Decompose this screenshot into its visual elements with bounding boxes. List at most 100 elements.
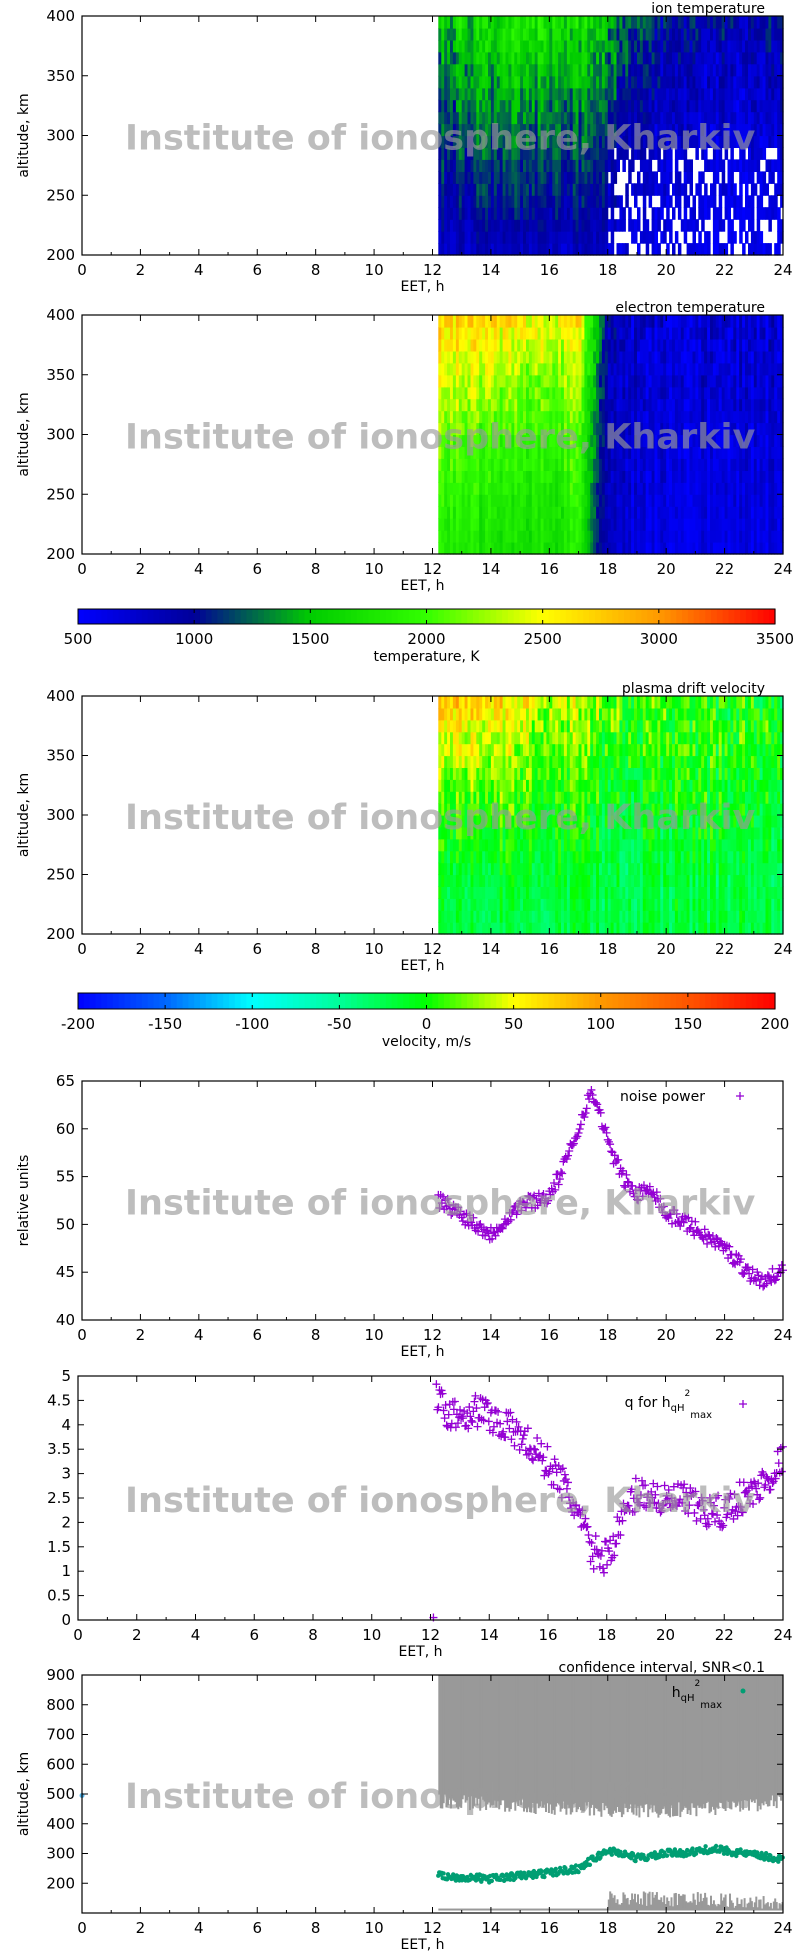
heatmap-cell	[452, 123, 457, 137]
heatmap-cell	[724, 410, 729, 424]
heatmap-cell	[482, 135, 486, 148]
heatmap-cell	[526, 123, 530, 137]
heatmap-cell	[701, 434, 705, 447]
x-tick-label: 20	[657, 560, 676, 578]
heatmap-cell	[587, 135, 591, 148]
heatmap-cell	[601, 315, 606, 328]
heatmap-cell	[482, 374, 486, 388]
heatmap-cell	[762, 75, 767, 89]
heatmap-cell	[441, 446, 445, 459]
heatmap-cell	[686, 458, 691, 471]
heatmap-cell	[759, 530, 764, 543]
heatmap-cell	[441, 171, 445, 184]
heatmap-cell	[490, 75, 495, 89]
heatmap-cell	[467, 28, 471, 41]
heatmap-cell	[715, 243, 720, 256]
heatmap-cell	[607, 530, 612, 543]
heatmap-cell	[452, 99, 457, 113]
heatmap-cell	[730, 434, 734, 447]
heatmap-cell	[482, 362, 486, 376]
heatmap-cell	[771, 75, 775, 89]
colorbar-segment	[531, 609, 538, 624]
heatmap-cell	[599, 398, 603, 412]
heatmap-cell	[479, 231, 483, 244]
heatmap-cell	[473, 87, 477, 101]
heatmap-cell	[590, 207, 594, 220]
heatmap-cell	[552, 338, 556, 352]
heatmap-cell	[566, 530, 571, 543]
heatmap-cell	[616, 338, 620, 352]
heatmap-cell	[549, 410, 553, 424]
heatmap-cell	[581, 123, 585, 137]
heatmap-cell	[488, 362, 492, 376]
heatmap-cell	[677, 123, 682, 137]
heatmap-cell	[704, 159, 708, 172]
heatmap-cell	[452, 755, 457, 768]
heatmap-cell	[634, 398, 638, 412]
heatmap-cell	[473, 75, 477, 89]
heatmap-cell	[768, 542, 772, 555]
heatmap-cell	[765, 159, 769, 172]
heatmap-cell	[482, 28, 486, 41]
heatmap-cell	[458, 111, 463, 125]
heatmap-cell	[625, 243, 629, 256]
heatmap-cell	[563, 123, 568, 137]
heatmap-cell	[765, 434, 769, 447]
heatmap-cell	[467, 327, 471, 340]
heatmap-cell	[458, 850, 463, 864]
heatmap-cell	[756, 398, 761, 412]
heatmap-cell	[531, 243, 536, 256]
heatmap-cell	[715, 494, 720, 507]
heatmap-cell	[666, 123, 670, 137]
heatmap-cell	[607, 195, 612, 208]
heatmap-cell	[578, 135, 582, 148]
heatmap-cell	[642, 458, 647, 471]
heatmap-cell	[444, 446, 448, 459]
heatmap-cell	[701, 63, 705, 77]
heatmap-cell	[613, 63, 618, 77]
heatmap-cell	[499, 219, 504, 232]
heatmap-cell	[485, 338, 489, 352]
heatmap-cell	[762, 147, 767, 160]
heatmap-cell	[642, 171, 647, 184]
heatmap-cell	[438, 63, 442, 77]
heatmap-cell	[558, 39, 562, 53]
heatmap-cell	[637, 39, 641, 53]
heatmap-cell	[438, 315, 442, 328]
heatmap-cell	[514, 243, 518, 256]
heatmap-cell	[493, 315, 498, 328]
heatmap-cell	[768, 123, 772, 137]
heatmap-cell	[441, 350, 445, 364]
heatmap-cell	[654, 171, 658, 184]
heatmap-cell	[558, 518, 562, 531]
heatmap-cell	[520, 398, 524, 412]
heatmap-cell	[575, 159, 580, 172]
heatmap-cell	[645, 16, 650, 29]
heatmap-cell	[593, 135, 597, 148]
heatmap-cell	[651, 231, 656, 244]
heatmap-cell	[482, 434, 486, 447]
heatmap-cell	[552, 171, 556, 184]
heatmap-cell	[534, 386, 539, 400]
heatmap-cell	[610, 159, 615, 172]
heatmap-cell	[561, 87, 565, 101]
heatmap-cell	[683, 39, 688, 53]
heatmap-cell	[695, 518, 699, 531]
heatmap-cell	[587, 16, 591, 29]
heatmap-cell	[610, 542, 615, 555]
heatmap-cell	[488, 386, 492, 400]
heatmap-cell	[745, 410, 749, 424]
heatmap-cell	[540, 99, 545, 113]
heatmap-cell	[695, 530, 699, 543]
heatmap-cell	[631, 542, 635, 555]
heatmap-cell	[596, 518, 600, 531]
heatmap-cell	[476, 87, 480, 101]
heatmap-cell	[692, 530, 696, 543]
heatmap-cell	[634, 16, 638, 29]
heatmap-cell	[502, 315, 507, 328]
heatmap-cell	[517, 87, 521, 101]
heatmap-cell	[739, 231, 743, 244]
heatmap-cell	[648, 494, 653, 507]
heatmap-cell	[561, 410, 565, 424]
heatmap-cell	[584, 362, 588, 376]
